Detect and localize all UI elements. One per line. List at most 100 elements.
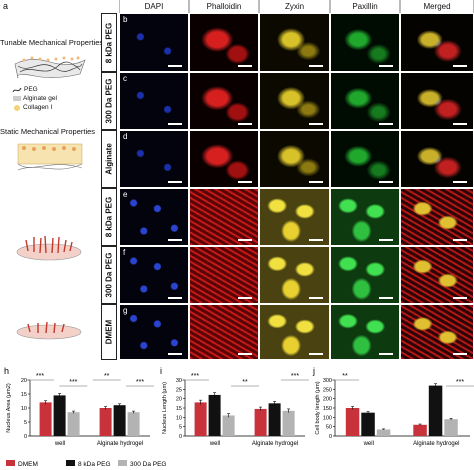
column-header-dapi: DAPI [119, 0, 189, 13]
bar-i-1-1 [268, 403, 281, 436]
legend-label-1: 8 kDa PEG [78, 461, 111, 468]
scale-bar [238, 239, 252, 241]
scale-bar [238, 353, 252, 355]
static-title: Static Mechanical Properties [0, 127, 96, 136]
row-label-text: 300 Da PEG [104, 78, 114, 124]
row-label-text: 8 kDa PEG [104, 22, 114, 63]
scale-bar [379, 123, 393, 125]
micrograph-d-paxillin [330, 130, 400, 188]
legend-swatch-2 [118, 460, 127, 466]
panel-letter-a: a [3, 1, 9, 11]
micrograph-g-phalloidin [189, 304, 259, 360]
scale-bar [309, 181, 323, 183]
bar-h-1-1 [113, 405, 126, 436]
row-label-text: 300 Da PEG [104, 252, 114, 298]
y-tick-label: 10 [21, 406, 27, 412]
y-tick-label: 300 [323, 378, 332, 384]
micrograph-g-dapi: g [119, 304, 189, 360]
bar-h-0-2 [67, 412, 80, 436]
micrograph-c-dapi: c [119, 72, 189, 130]
micrograph-g-paxillin [330, 304, 400, 360]
petri-dish-dmem-icon [16, 321, 82, 340]
scale-bar [309, 297, 323, 299]
collagen-swatch-icon [14, 104, 20, 111]
chart-panel-letter: h [4, 366, 9, 376]
scale-bar [309, 65, 323, 67]
legend-label-0: DMEM [18, 461, 38, 468]
scale-bar [453, 65, 467, 67]
scale-bar [453, 353, 467, 355]
panel-letter: c [123, 74, 127, 83]
schematic-legend-alginate: Alginate gel [12, 94, 57, 103]
scale-bar [453, 297, 467, 299]
scale-bar [168, 123, 182, 125]
y-axis-label: Nucleus Length (μm) [162, 382, 168, 434]
column-header-merged: Merged [400, 0, 474, 13]
column-header-phalloidin: Phalloidin [189, 0, 259, 13]
micrograph-f-zyxin [259, 246, 330, 304]
scale-bar [453, 123, 467, 125]
y-tick-label: 20 [21, 378, 27, 384]
micrograph-f-phalloidin [189, 246, 259, 304]
row-label-text: DMEM [104, 319, 114, 345]
scale-bar [309, 353, 323, 355]
scale-bar [309, 123, 323, 125]
row-label-4: 300 Da PEG [101, 246, 117, 304]
micrograph-b-dapi: b [119, 13, 189, 72]
micrograph-f-paxillin [330, 246, 400, 304]
micrograph-g-merged [400, 304, 474, 360]
row-label-0: 8 kDa PEG [101, 13, 117, 72]
scale-bar [379, 65, 393, 67]
significance-marker: *** [136, 379, 144, 386]
micrograph-c-paxillin [330, 72, 400, 130]
scale-bar [453, 239, 467, 241]
panel-letter: e [123, 190, 128, 199]
scale-bar [168, 65, 182, 67]
significance-marker: ** [342, 373, 348, 380]
micrograph-f-merged [400, 246, 474, 304]
scale-bar [379, 181, 393, 183]
significance-marker: *** [69, 379, 77, 386]
y-tick-label: 15 [21, 392, 27, 398]
group-label: Alginate hydrogel [97, 441, 143, 447]
scale-bar [379, 297, 393, 299]
bar-h-1-0 [99, 408, 112, 436]
micrograph-d-zyxin [259, 130, 330, 188]
column-header-zyxin: Zyxin [259, 0, 330, 13]
scale-bar [238, 123, 252, 125]
micrograph-e-phalloidin [189, 188, 259, 246]
significance-marker: *** [36, 373, 44, 380]
group-label: well [54, 441, 65, 447]
micrograph-b-zyxin [259, 13, 330, 72]
bar-i-1-0 [254, 408, 267, 436]
scale-bar [168, 297, 182, 299]
significance-marker: *** [191, 373, 199, 380]
y-tick-label: 5 [24, 420, 27, 426]
micrograph-e-merged [400, 188, 474, 246]
y-tick-label: 0 [329, 434, 332, 440]
scale-bar [238, 181, 252, 183]
petri-dish-alginate-icon [16, 235, 82, 261]
y-tick-label: 250 [323, 387, 332, 393]
peg-swatch-icon [12, 87, 22, 92]
y-tick-label: 0 [24, 434, 27, 440]
micrograph-d-phalloidin [189, 130, 259, 188]
row-label-2: Alginate [101, 130, 117, 188]
bar-j-1-0 [413, 424, 427, 436]
scale-bar [168, 239, 182, 241]
panel-letter: g [123, 306, 128, 315]
micrograph-g-zyxin [259, 304, 330, 360]
static-hydrogel-schematic [17, 143, 83, 171]
bar-j-1-2 [444, 419, 458, 436]
group-label: Alginate hydrogel [252, 441, 298, 447]
micrograph-b-merged [400, 13, 474, 72]
panel-letter: f [123, 248, 126, 257]
scale-bar [453, 181, 467, 183]
y-tick-label: 150 [323, 406, 332, 412]
legend-swatch-1 [66, 460, 75, 466]
bar-i-1-2 [282, 410, 295, 436]
row-label-text: 8 kDa PEG [104, 196, 114, 238]
tunable-hydrogel-schematic [14, 56, 86, 79]
y-tick-label: 100 [323, 415, 332, 421]
significance-marker: ** [242, 379, 248, 386]
